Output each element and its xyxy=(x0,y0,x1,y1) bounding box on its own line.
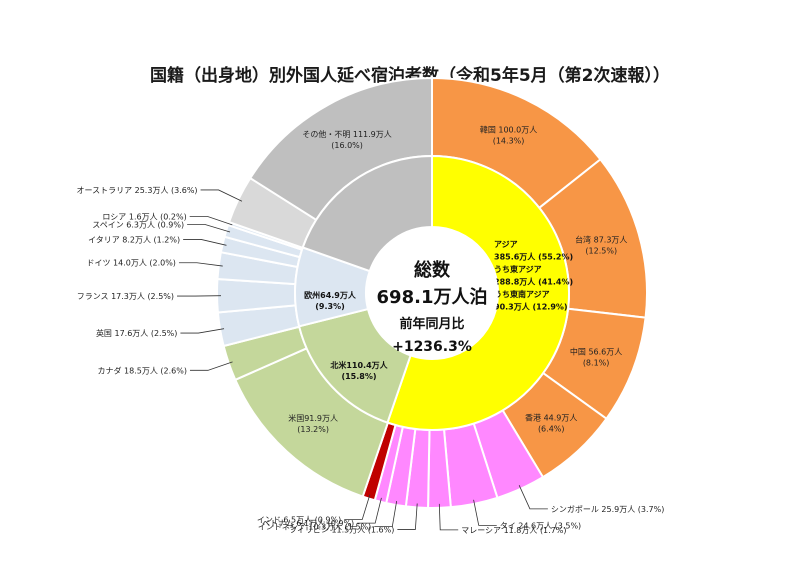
leader-line-8 xyxy=(374,500,398,528)
outer-label-6: マレーシア 11.8万人 (1.7%) xyxy=(461,526,566,535)
inner-label-eu-line-0: 欧州64.9万人 xyxy=(304,290,357,300)
outer-label-9: ベトナム 6.1万人 (0.9%) xyxy=(262,519,354,528)
inner-label-asia-line-3: 288.8万人 (41.4%) xyxy=(494,277,573,287)
inner-label-asia-line-2: うち東アジア xyxy=(494,264,542,274)
outer-label-4: シンガポール 25.9万人 (3.7%) xyxy=(551,504,664,514)
outer-label-2-line-0: 中国 56.6万人 xyxy=(570,347,622,357)
outer-label-16: イタリア 8.2万人 (1.2%) xyxy=(88,235,180,244)
outer-label-19: オーストラリア 25.3万人 (3.6%) xyxy=(76,186,197,195)
inner-label-asia-line-5: 90.3万人 (12.9%) xyxy=(494,302,568,312)
center-yoy-value: +1236.3% xyxy=(392,339,472,355)
leader-line-16 xyxy=(183,239,227,246)
outer-label-14: フランス 17.3万人 (2.5%) xyxy=(77,292,174,301)
outer-label-11-line-0: 米国91.9万人 xyxy=(288,413,338,423)
inner-label-eu-line-1: (9.3%) xyxy=(315,302,345,311)
outer-label-1-line-1: (12.5%) xyxy=(585,247,617,256)
outer-label-18: ロシア 1.6万人 (0.2%) xyxy=(102,212,186,221)
outer-label-8: インドネシア 10.3万人 (1.5%) xyxy=(258,523,371,532)
outer-label-0-line-1: (14.3%) xyxy=(493,137,525,146)
outer-label-15: ドイツ 14.0万人 (2.0%) xyxy=(86,259,175,268)
outer-label-7: フィリピン 11.5万人 (1.6%) xyxy=(289,525,394,534)
leader-line-19 xyxy=(200,189,243,202)
outer-label-5: タイ 24.6万人 (3.5%) xyxy=(500,521,581,530)
outer-ring xyxy=(216,76,648,509)
outer-label-0-line-0: 韓国 100.0万人 xyxy=(480,125,537,135)
segment-labels: アジア 385.6万人 (55.2%) うち東アジア 288.8万人 (41.4%) う… xyxy=(76,125,664,535)
inner-label-asia-line-1: 385.6万人 (55.2%) xyxy=(494,252,573,262)
outer-label-20-line-1: (16.0%) xyxy=(331,141,363,150)
leader-line-10 xyxy=(344,494,371,520)
leader-line-13 xyxy=(180,328,225,334)
inner-label-na-line-0: 北米110.4万人 xyxy=(330,360,388,370)
inner-label-na-line-1: (15.8%) xyxy=(341,372,376,381)
outer-label-17: スペイン 6.3万人 (0.9%) xyxy=(92,221,184,230)
outer-label-20-line-0: その他・不明 111.9万人 xyxy=(302,129,391,139)
leader-line-4 xyxy=(518,485,548,510)
chart-title: 国籍（出身地）別外国人延べ宿泊者数（令和5年5月（第2次速報）） xyxy=(150,65,670,86)
center-hole xyxy=(366,227,498,359)
outer-label-3-line-1: (6.4%) xyxy=(538,424,565,433)
leader-line-5 xyxy=(473,499,497,526)
inner-ring xyxy=(294,154,570,431)
leader-line-18 xyxy=(189,216,233,226)
center-yoy-label: 前年同月比 xyxy=(399,316,464,332)
outer-label-13: 英国 17.6万人 (2.5%) xyxy=(96,328,177,338)
leader-line-15 xyxy=(178,262,223,267)
outer-label-3-line-0: 香港 44.9万人 xyxy=(525,412,577,422)
leader-line-17 xyxy=(187,224,231,233)
outer-label-10: インド 6.5万人 (0.9%) xyxy=(257,515,341,524)
inner-label-asia-line-0: アジア xyxy=(494,240,518,249)
leader-line-6 xyxy=(438,503,459,531)
outer-label-11-line-1: (13.2%) xyxy=(297,425,329,434)
inner-label-asia-line-4: うち東南アジア xyxy=(494,289,550,299)
outer-label-1-line-0: 台湾 87.3万人 xyxy=(575,235,627,245)
leader-lines xyxy=(177,189,548,531)
center-total-label: 総数 xyxy=(414,259,451,281)
outer-label-12: カナダ 18.5万人 (2.6%) xyxy=(97,365,186,375)
leader-line-9 xyxy=(357,497,382,524)
outer-label-2-line-1: (8.1%) xyxy=(583,359,610,368)
center-total-value: 698.1万人泊 xyxy=(377,287,488,308)
leader-line-12 xyxy=(189,361,233,371)
leader-line-7 xyxy=(397,503,418,530)
